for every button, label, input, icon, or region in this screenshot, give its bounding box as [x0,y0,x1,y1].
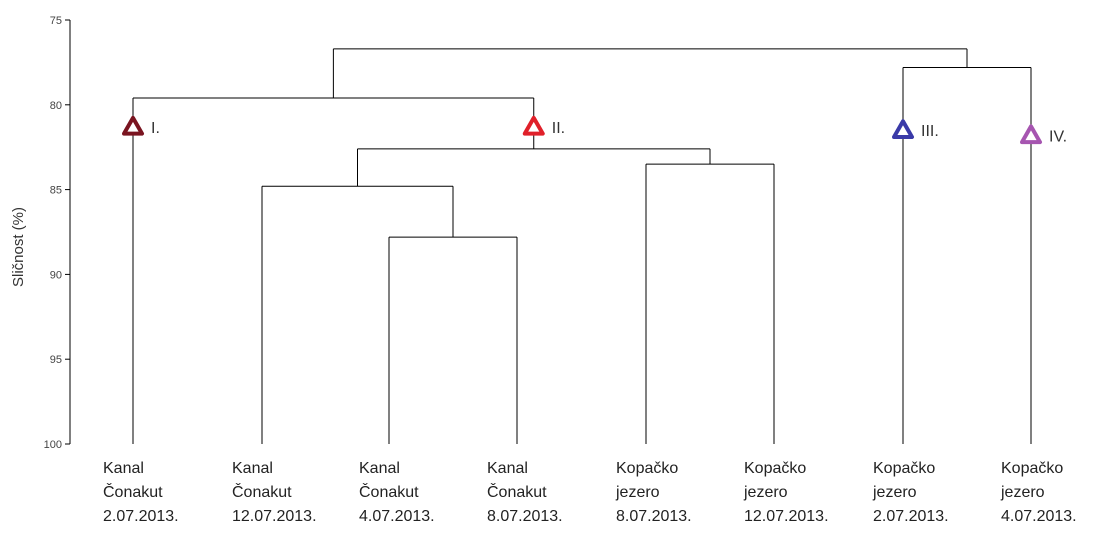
leaf-label-line: 4.07.2013. [359,508,435,525]
y-tick-label: 75 [50,15,62,27]
leaf-label-line: jezero [743,484,788,501]
y-axis: 75 80 85 90 95 100 [44,15,71,451]
leaf-label-line: 12.07.2013. [232,508,317,525]
cluster-markers: I. II. III. IV. [122,115,1067,145]
y-tick-label: 85 [50,185,62,197]
leaf-label-line: Kanal [103,460,144,477]
leaf-label-line: 4.07.2013. [1001,508,1077,525]
leaf-label-line: Kanal [359,460,400,477]
leaf-label-line: Kanal [487,460,528,477]
leaf-label-line: jezero [615,484,660,501]
leaf-label-line: Kopačko [744,460,806,477]
cluster-label: III. [921,123,939,140]
leaf-labels: Kanal Čonakut 2.07.2013. Kanal Čonakut 12.07.… [103,460,1077,525]
leaf-label-line: Čonakut [232,482,292,501]
leaf-label-line: 2.07.2013. [103,508,179,525]
y-axis-title: Sličnost (%) [10,207,27,287]
leaf-label-line: Kopačko [1001,460,1063,477]
dendrogram-links [132,48,1032,444]
leaf-label-line: Kopačko [873,460,935,477]
cluster-marker-triangle [892,119,914,139]
leaf-label-line: Čonakut [359,482,419,501]
leaf-label-line: Čonakut [103,482,163,501]
y-tick-label: 80 [50,100,62,112]
leaf-label-line: jezero [1000,484,1045,501]
y-tick-label: 95 [50,354,62,366]
leaf-label-line: Kanal [232,460,273,477]
leaf-label-line: 8.07.2013. [616,508,692,525]
cluster-label: II. [552,120,565,137]
leaf-label-line: 12.07.2013. [744,508,829,525]
leaf-label-line: 2.07.2013. [873,508,949,525]
y-tick-label: 90 [50,269,62,281]
cluster-marker-triangle [1020,124,1042,145]
leaf-label-line: 8.07.2013. [487,508,563,525]
leaf-label-line: jezero [872,484,917,501]
cluster-marker-triangle [122,115,144,136]
cluster-label: I. [151,120,160,137]
cluster-label: IV. [1049,128,1067,145]
leaf-label-line: Kopačko [616,460,678,477]
leaf-label-line: Čonakut [487,482,547,501]
cluster-marker-triangle [522,115,545,136]
y-tick-label: 100 [44,439,62,451]
